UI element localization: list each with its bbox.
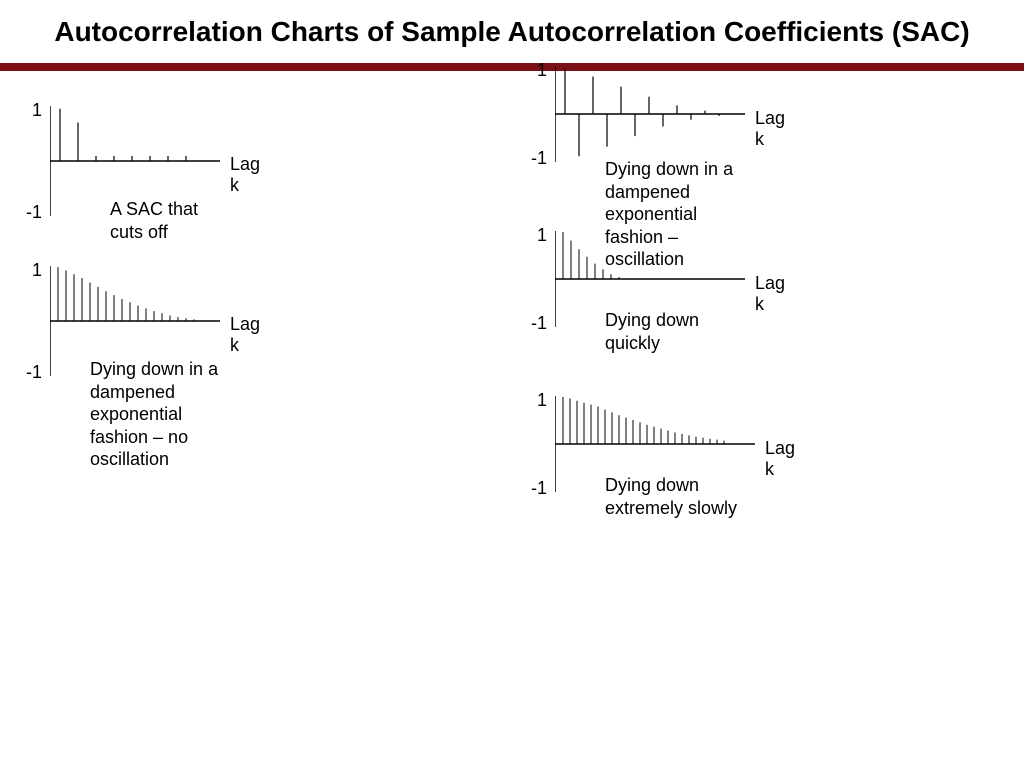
y-bot-label: -1 <box>531 478 547 499</box>
chart-caption: Dying down extremely slowly <box>605 474 755 519</box>
y-bot-label: -1 <box>531 148 547 169</box>
chart-caption: Dying down quickly <box>605 309 745 354</box>
y-top-label: 1 <box>32 100 42 121</box>
y-top-label: 1 <box>32 260 42 281</box>
y-top-label: 1 <box>537 60 547 81</box>
y-bot-label: -1 <box>26 362 42 383</box>
sac-panel-cutoff: 1-1Lag kA SAC that cuts off <box>50 106 220 216</box>
y-top-label: 1 <box>537 390 547 411</box>
y-top-label: 1 <box>537 225 547 246</box>
x-axis-label: Lag k <box>230 314 260 356</box>
x-axis-label: Lag k <box>755 273 785 315</box>
sac-panel-dying-slow: 1-1Lag kDying down extremely slowly <box>555 396 755 492</box>
sac-panel-dying-no-osc: 1-1Lag kDying down in a dampened exponen… <box>50 266 220 376</box>
sac-panel-dying-quick: 1-1Lag kDying down quickly <box>555 231 745 327</box>
page-title: Autocorrelation Charts of Sample Autocor… <box>0 0 1024 59</box>
x-axis-label: Lag k <box>765 438 795 480</box>
chart-caption: A SAC that cuts off <box>110 198 220 243</box>
chart-caption: Dying down in a dampened exponential fas… <box>90 358 220 471</box>
sac-panel-dying-osc: 1-1Lag kDying down in a dampened exponen… <box>555 66 745 162</box>
x-axis-label: Lag k <box>230 154 260 196</box>
sac-chart-dying-osc <box>555 66 745 162</box>
charts-grid: 1-1Lag kA SAC that cuts off 1-1Lag kDyin… <box>0 71 1024 729</box>
y-bot-label: -1 <box>26 202 42 223</box>
x-axis-label: Lag k <box>755 108 785 150</box>
title-rule <box>0 63 1024 71</box>
y-bot-label: -1 <box>531 313 547 334</box>
